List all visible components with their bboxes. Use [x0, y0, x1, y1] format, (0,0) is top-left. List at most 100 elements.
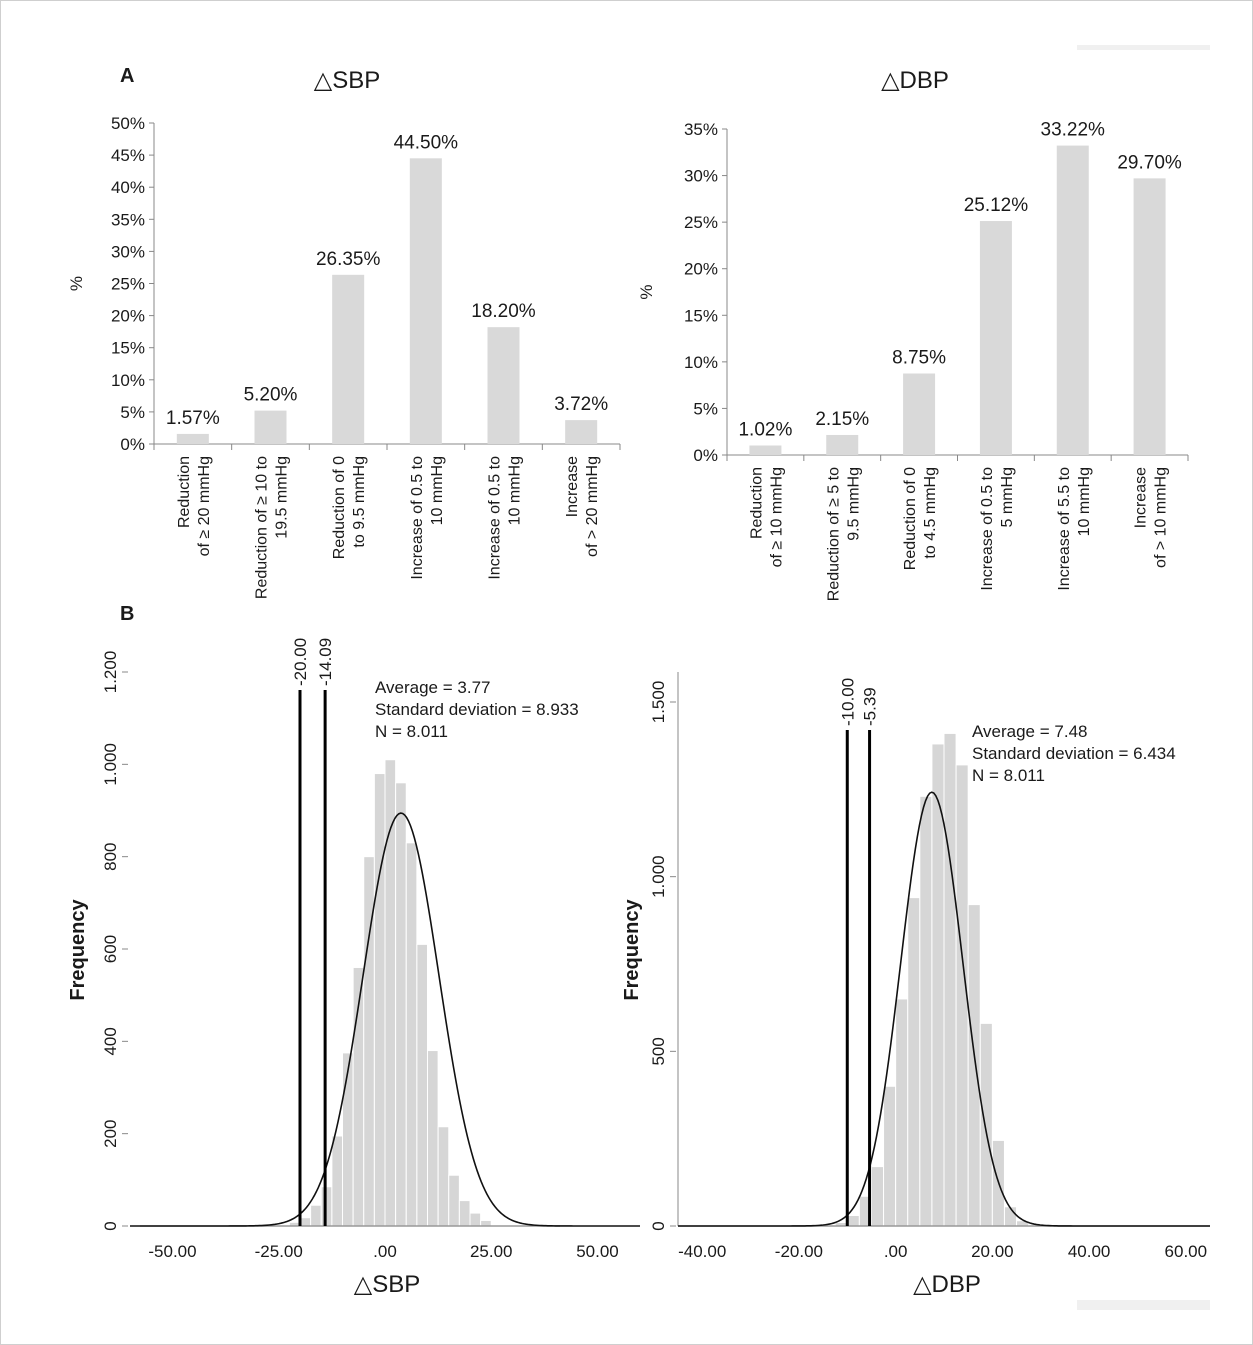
- histogram-bin: [299, 1217, 312, 1227]
- y-tick-label: 25%: [684, 213, 718, 232]
- bar: [254, 410, 287, 444]
- y-tick-label: 1.200: [101, 651, 120, 694]
- y-tick-label: 400: [101, 1027, 120, 1055]
- category-label-line: Reduction of 0: [902, 467, 919, 570]
- y-tick-label: 500: [649, 1037, 668, 1065]
- category-label-line: 10 mmHg: [429, 456, 446, 525]
- category-label-line: 5 mmHg: [999, 467, 1016, 527]
- category-label: Increase of > 20 mmHg: [564, 456, 601, 557]
- bar-chart-1: △SBP 0% 5% 10% 15% 20% 25% 30% 35% 40% 45% 50%% 1.57…: [67, 67, 621, 599]
- data-label: 8.75%: [892, 348, 946, 369]
- decor-strip-bottom: [1077, 1300, 1210, 1310]
- histogram-bin: [458, 1200, 471, 1227]
- y-axis-label: %: [67, 276, 86, 291]
- category-label-line: Reduction: [176, 456, 193, 528]
- y-tick-label: 40%: [111, 178, 145, 197]
- y-tick-label: 1.000: [101, 743, 120, 786]
- y-tick-label: 20%: [111, 307, 145, 326]
- category-label-line: 19.5 mmHg: [274, 456, 291, 539]
- category-label: Reduction of ≥ 10 mmHg: [748, 467, 785, 567]
- x-tick-label: -40.00: [678, 1242, 726, 1261]
- category-label-line: Increase: [1133, 467, 1150, 528]
- y-tick-label: 1.000: [649, 855, 668, 898]
- bar-chart-2: △DBP 0% 5% 10% 15% 20% 25% 30% 35%% 1.02% Reductio…: [637, 67, 1189, 601]
- bar: [409, 158, 442, 444]
- y-axis-label: %: [637, 284, 656, 299]
- y-tick-label: 0%: [120, 435, 145, 454]
- histogram-bin: [342, 1052, 354, 1227]
- y-tick-label: 0%: [693, 446, 718, 465]
- y-tick-label: 30%: [111, 242, 145, 261]
- data-label: 44.50%: [394, 132, 459, 153]
- category-label-line: Reduction of ≥ 10 to: [254, 456, 271, 599]
- histogram-3: -20.00 -14.09 0 200 400 600 800 1.000 1.200 -50.0…: [67, 638, 640, 1298]
- category-label-line: Reduction: [748, 467, 765, 539]
- category-label-line: Reduction of 0: [331, 456, 348, 559]
- category-label: Reduction of ≥ 10 to 19.5 mmHg: [254, 456, 291, 599]
- stats-annotation: Average = 3.77: [375, 678, 490, 697]
- bar: [749, 445, 782, 455]
- category-label: Reduction of 0 to 4.5 mmHg: [902, 467, 939, 570]
- y-tick-label: 30%: [684, 167, 718, 186]
- category-label: Increase of 0.5 to 10 mmHg: [487, 456, 524, 580]
- histogram-bin: [373, 773, 386, 1227]
- category-label-line: Increase of 0.5 to: [487, 456, 504, 580]
- y-axis-label: Frequency: [67, 899, 89, 1001]
- x-tick-label: -25.00: [255, 1242, 303, 1261]
- x-tick-label: 20.00: [971, 1242, 1014, 1261]
- threshold-label: -14.09: [316, 638, 335, 686]
- y-tick-label: 200: [101, 1119, 120, 1147]
- histogram-bin: [895, 998, 909, 1227]
- category-label-line: of ≥ 20 mmHg: [196, 456, 213, 556]
- y-tick-label: 10%: [684, 353, 718, 372]
- y-tick-label: 35%: [684, 120, 718, 139]
- histogram-bin: [979, 1022, 993, 1227]
- histogram-bin: [967, 904, 981, 1227]
- x-tick-label: -50.00: [148, 1242, 196, 1261]
- bar: [1133, 178, 1166, 455]
- y-tick-label: 15%: [111, 339, 145, 358]
- stats-annotation: Standard deviation = 6.434: [972, 744, 1176, 763]
- category-label-line: Increase of 0.5 to: [409, 456, 426, 580]
- category-label: Increase of 0.5 to 5 mmHg: [979, 467, 1016, 591]
- bar: [1056, 145, 1089, 456]
- bar: [565, 420, 598, 444]
- y-tick-label: 25%: [111, 275, 145, 294]
- bar: [826, 434, 859, 455]
- histogram-bin: [907, 897, 921, 1227]
- stats-annotation: Standard deviation = 8.933: [375, 700, 579, 719]
- category-label: Increase of > 10 mmHg: [1133, 467, 1170, 568]
- bar: [332, 274, 365, 444]
- category-label-line: to 4.5 mmHg: [922, 467, 939, 559]
- histogram-bin: [405, 842, 418, 1227]
- normal-curve: [678, 791, 1210, 1227]
- data-label: 26.35%: [316, 249, 381, 270]
- y-tick-label: 35%: [111, 210, 145, 229]
- bar: [487, 327, 520, 444]
- y-tick-label: 800: [101, 842, 120, 870]
- category-label-line: Reduction of ≥ 5 to: [825, 467, 842, 601]
- category-label-line: Increase: [564, 456, 581, 517]
- histogram-bin: [416, 943, 428, 1227]
- decor-strip-top: [1077, 45, 1210, 50]
- data-label: 29.70%: [1117, 152, 1182, 173]
- x-tick-label: 25.00: [470, 1242, 513, 1261]
- category-label-line: Increase of 0.5 to: [979, 467, 996, 591]
- histogram-bin: [846, 1215, 860, 1227]
- y-tick-label: 5%: [120, 403, 145, 422]
- stats-annotation: N = 8.011: [972, 766, 1045, 785]
- category-label: Reduction of ≥ 20 mmHg: [176, 456, 213, 556]
- data-label: 1.57%: [166, 408, 220, 429]
- stats-annotation: N = 8.011: [375, 722, 448, 741]
- y-tick-label: 0: [649, 1221, 668, 1230]
- histogram-bin: [480, 1219, 492, 1227]
- histogram-bin: [883, 1085, 897, 1227]
- data-label: 33.22%: [1041, 120, 1106, 141]
- histogram-bin: [943, 732, 957, 1227]
- bar: [176, 433, 209, 444]
- histogram-bin: [469, 1212, 482, 1227]
- histogram-bin: [427, 1050, 439, 1227]
- histogram-bin: [395, 782, 407, 1227]
- y-tick-label: 0: [101, 1221, 120, 1230]
- histogram-bin: [919, 795, 933, 1227]
